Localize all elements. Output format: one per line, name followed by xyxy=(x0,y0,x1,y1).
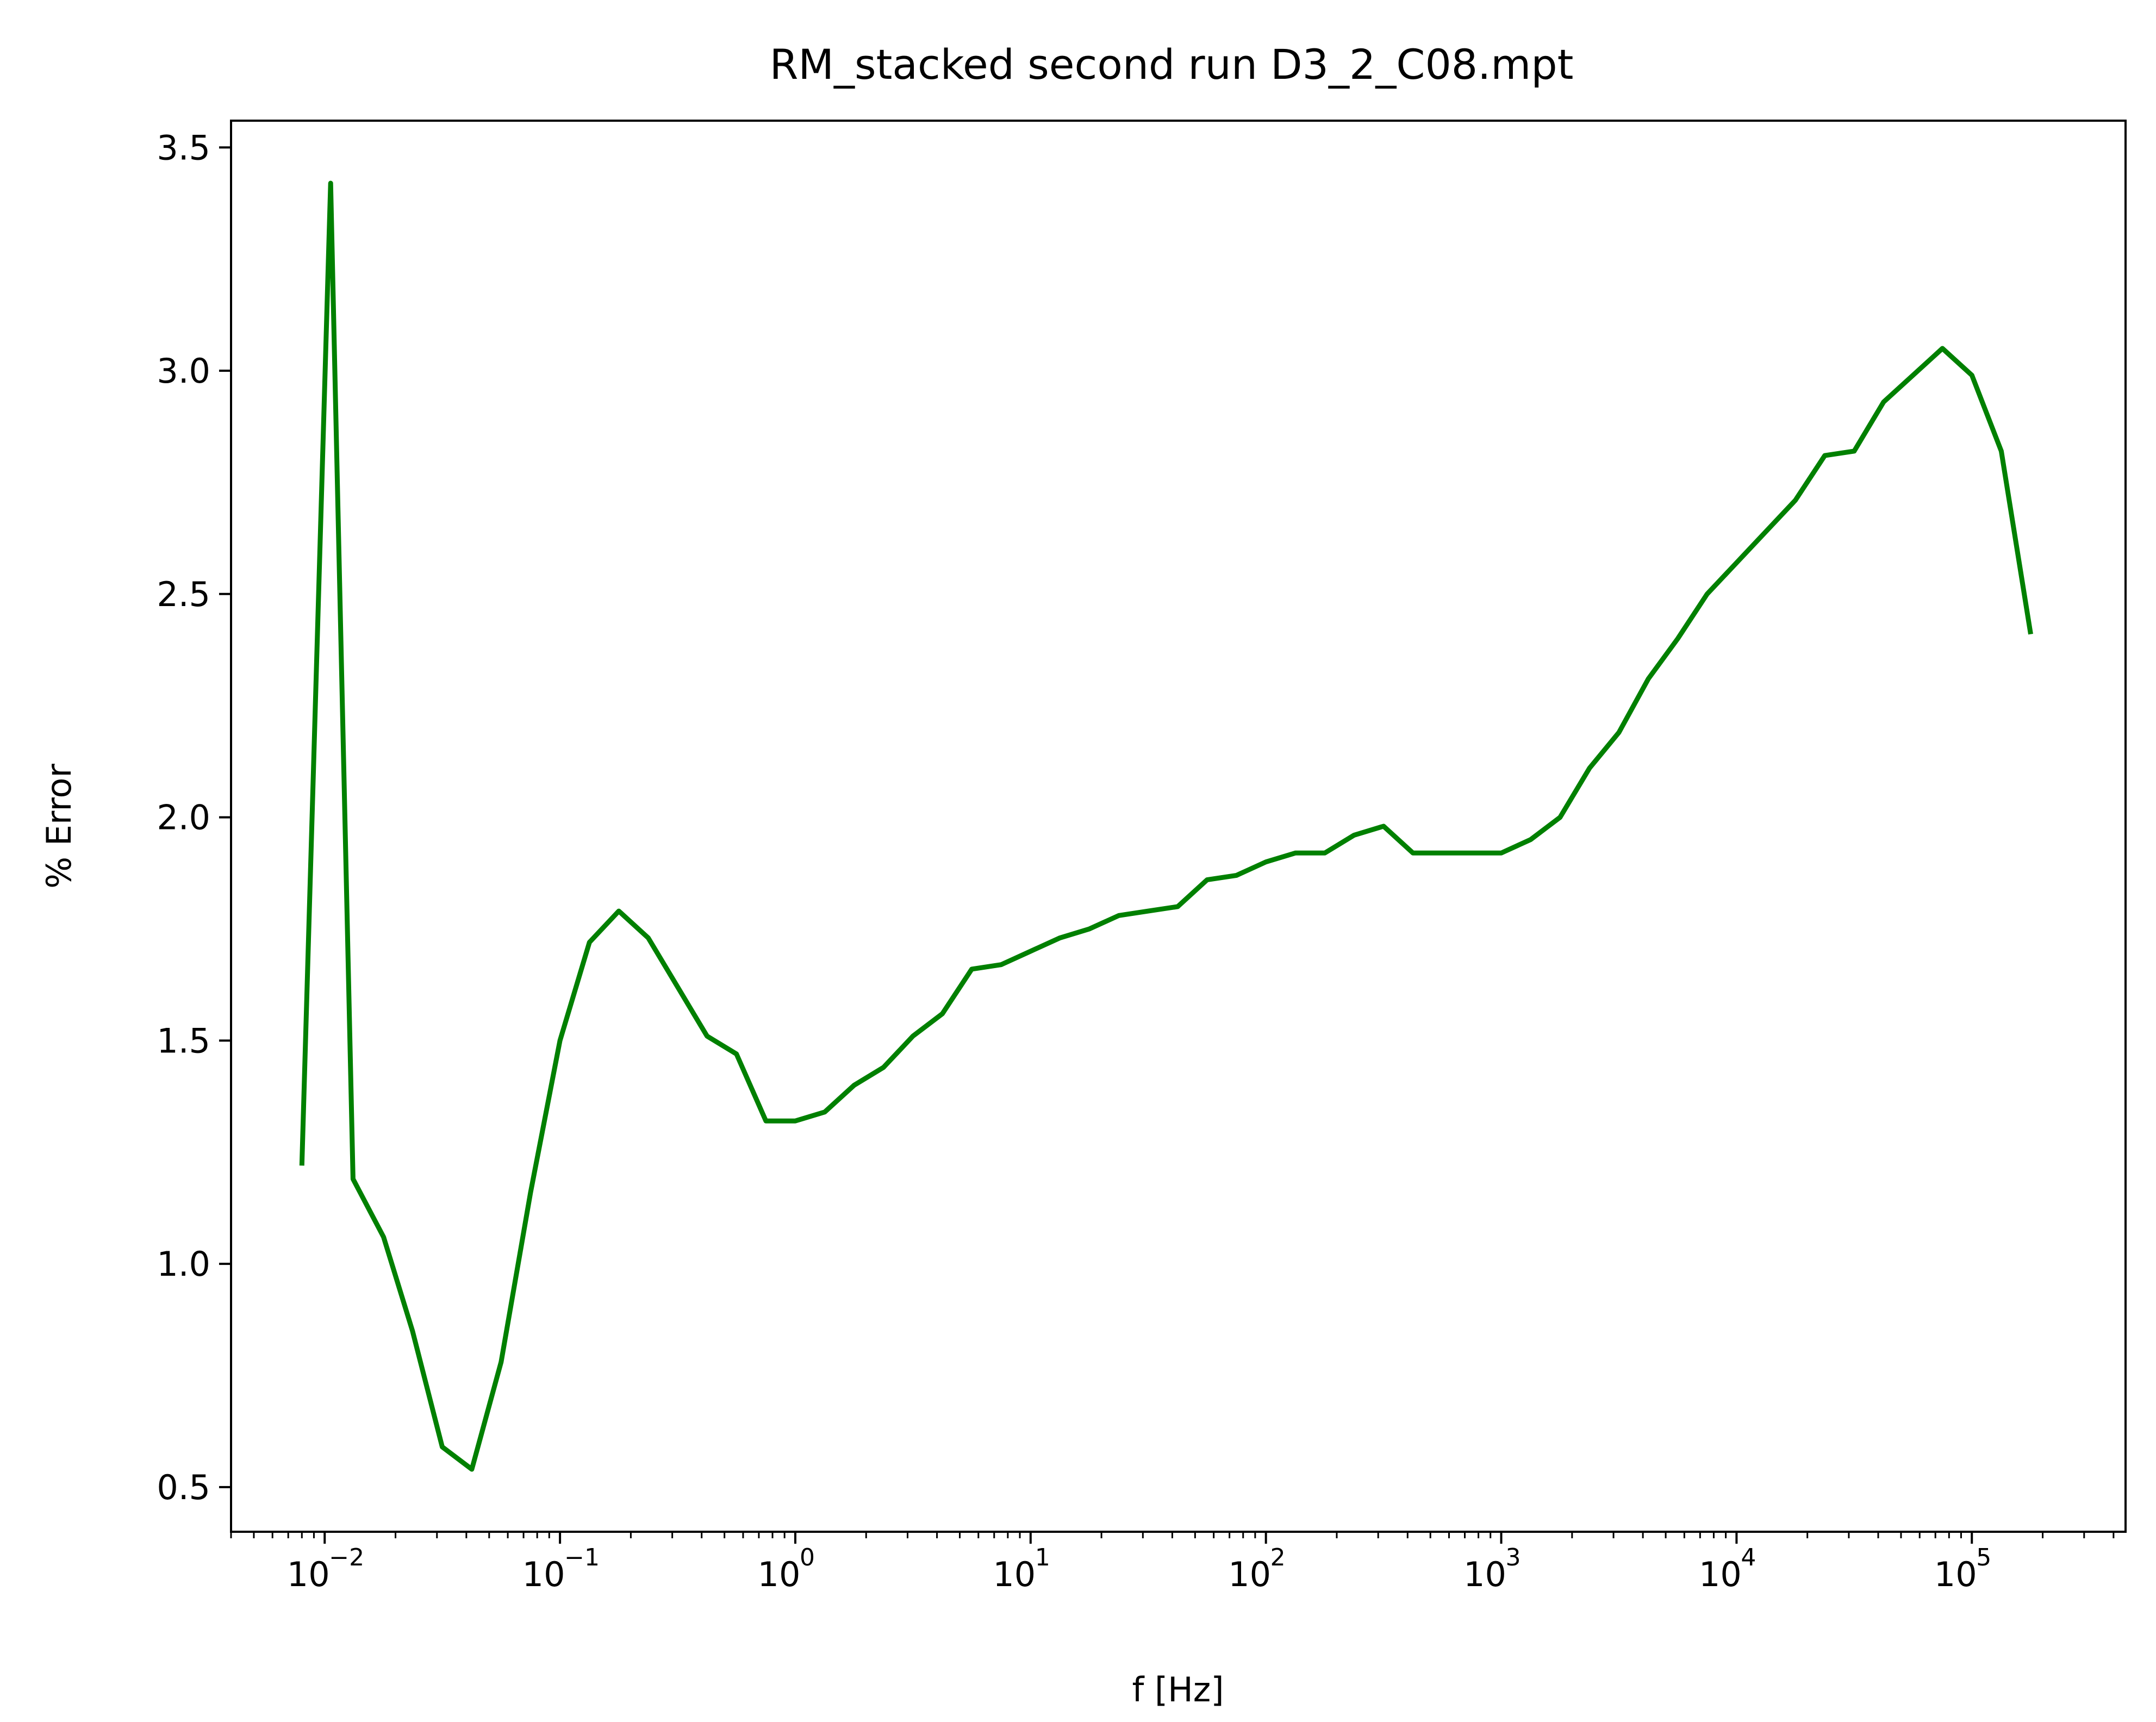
x-tick-label: 10 xyxy=(758,1555,801,1594)
x-tick-label-exponent: 1 xyxy=(1035,1544,1050,1571)
x-tick-label-exponent: −2 xyxy=(329,1544,364,1571)
x-tick-label-exponent: 3 xyxy=(1506,1544,1521,1571)
series-layer xyxy=(299,180,2033,1472)
plot-area xyxy=(230,120,2127,1533)
x-axis: 10−2 10−1 100 101 102 103 104 105 xyxy=(230,1532,2115,1594)
x-axis-label: f [Hz] xyxy=(1132,1670,1224,1709)
y-tick-label: 0.5 xyxy=(157,1468,210,1507)
y-axis: 0.5 1.0 1.5 2.0 2.5 3.0 3.5 xyxy=(157,128,231,1507)
x-tick-label-exponent: 0 xyxy=(800,1544,815,1571)
series-line-0 xyxy=(299,180,2033,1472)
x-tick-label-exponent: 2 xyxy=(1270,1544,1286,1571)
x-tick-label: 10 xyxy=(1934,1555,1977,1594)
y-tick-label: 1.0 xyxy=(157,1244,210,1284)
x-tick-label-exponent: 5 xyxy=(1976,1544,1991,1571)
x-tick-label: 10 xyxy=(1699,1555,1742,1594)
y-tick-label: 2.0 xyxy=(157,798,210,838)
x-tick-label: 10 xyxy=(287,1555,330,1594)
y-axis-label: % Error xyxy=(39,764,79,889)
y-tick-label: 1.5 xyxy=(157,1021,210,1060)
x-tick-label-exponent: −1 xyxy=(564,1544,600,1571)
x-tick-label: 10 xyxy=(1228,1555,1271,1594)
x-tick-label: 10 xyxy=(993,1555,1036,1594)
x-tick-label: 10 xyxy=(522,1555,565,1594)
x-tick-label-exponent: 4 xyxy=(1741,1544,1756,1571)
chart-title: RM_stacked second run D3_2_C08.mpt xyxy=(770,40,1574,89)
y-tick-label: 3.5 xyxy=(157,128,210,167)
axes-frame xyxy=(230,120,2127,1533)
y-tick-label: 2.5 xyxy=(157,575,210,614)
x-tick-label: 10 xyxy=(1463,1555,1506,1594)
y-tick-label: 3.0 xyxy=(157,351,210,391)
